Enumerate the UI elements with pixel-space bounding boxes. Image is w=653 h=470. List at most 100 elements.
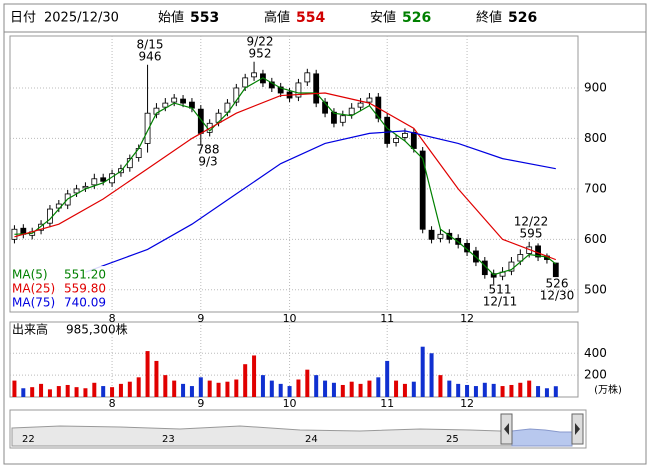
volume-bar (438, 375, 443, 397)
annotation-date: 9/22 (247, 35, 274, 49)
volume-bar (305, 369, 310, 397)
volume-latest: 985,300株 (66, 322, 128, 337)
navigator-label: 24 (305, 434, 318, 445)
volume-bar (314, 375, 319, 397)
volume-bar (402, 383, 407, 397)
candle-body (38, 223, 44, 231)
candle-body (180, 98, 186, 104)
candle-body (100, 177, 107, 182)
candle-body (490, 273, 497, 278)
candle-body (162, 102, 169, 108)
volume-bar (447, 380, 452, 397)
legend-value: 559.80 (64, 282, 106, 296)
y-tick-label: 600 (584, 232, 607, 246)
candle-body (402, 132, 408, 138)
x-tick-label: 12 (460, 397, 474, 410)
candle-body (242, 77, 249, 88)
volume-bar (518, 382, 523, 397)
x-tick-label: 10 (283, 397, 297, 410)
volume-bar (420, 346, 425, 397)
volume-bar (473, 386, 478, 397)
y-tick-label: 500 (584, 282, 607, 296)
volume-bar (101, 386, 106, 397)
volume-bar (394, 380, 399, 397)
date-label: 日付 (10, 11, 36, 26)
y-tick-label: 700 (584, 181, 607, 195)
volume-bar (74, 387, 79, 397)
candle-body (91, 178, 98, 186)
candle-body (171, 97, 178, 103)
candle-body (348, 107, 355, 116)
navigator-selection (511, 428, 573, 447)
volume-bar (536, 386, 541, 397)
candle-body (144, 112, 151, 144)
moving-average-line (14, 77, 557, 276)
moving-average-line (85, 130, 556, 273)
x-tick-label: 8 (109, 312, 116, 325)
candle-body (339, 115, 346, 123)
volume-bar (163, 375, 168, 397)
volume-bar (349, 381, 354, 397)
legend-name: MA(25) (12, 282, 55, 296)
volume-bar (491, 383, 496, 397)
annotation-date: 12/11 (483, 295, 518, 309)
volume-bar (509, 384, 514, 397)
volume-bar (527, 380, 532, 397)
volume-bar (56, 386, 61, 397)
candle-body (428, 229, 435, 240)
arrow-icon (504, 423, 509, 435)
volume-bar (127, 381, 132, 397)
x-tick-label: 8 (109, 397, 116, 410)
candle-body (437, 233, 444, 239)
candle-body (331, 111, 337, 124)
legend-name: MA(75) (12, 296, 55, 310)
candle-body (313, 73, 320, 104)
candle-body (366, 97, 373, 103)
field-value: 553 (190, 10, 219, 26)
annotation-value: 946 (139, 50, 162, 64)
volume-bar (145, 351, 150, 397)
navigator-area (11, 425, 513, 447)
field-label: 始値 (158, 10, 184, 26)
volume-bar (323, 380, 328, 397)
volume-bar (411, 381, 416, 397)
y-tick-label: 900 (584, 80, 607, 94)
volume-unit: (万株) (594, 383, 622, 396)
candle-body (552, 262, 559, 278)
candle-body (295, 82, 302, 98)
volume-bar (367, 380, 372, 397)
y-tick-label: 800 (584, 131, 607, 145)
volume-bar (136, 377, 141, 397)
volume-bar (500, 386, 505, 397)
field-label: 安値 (370, 10, 396, 26)
legend (11, 266, 107, 311)
legend-value: 740.09 (64, 296, 106, 310)
legend-name: MA(5) (12, 268, 48, 282)
volume-bar (12, 380, 17, 397)
field-value: 554 (296, 10, 325, 26)
volume-bar (92, 382, 97, 397)
volume-bar (154, 360, 159, 397)
volume-bar (376, 377, 381, 397)
volume-bar (181, 383, 186, 397)
x-tick-label: 10 (283, 312, 297, 325)
volume-bar (47, 389, 52, 397)
x-tick-label: 12 (460, 312, 474, 325)
volume-bar (482, 382, 487, 397)
volume-bar (252, 355, 257, 397)
candle-body (277, 86, 284, 94)
candle-body (82, 185, 89, 189)
annotation-value: 511 (489, 283, 512, 297)
candle-body (357, 102, 364, 108)
volume-bar (189, 386, 194, 397)
navigator-label: 23 (162, 434, 175, 445)
annotation-value: 526 (546, 277, 569, 291)
volume-bar (429, 353, 434, 397)
annotation-date: 8/15 (137, 38, 164, 52)
volume-bar (287, 386, 292, 397)
volume-bar (553, 386, 558, 397)
annotation-date: 12/22 (514, 215, 549, 229)
volume-bar (243, 364, 248, 397)
volume-bar (296, 379, 301, 397)
candle-body (419, 150, 426, 230)
